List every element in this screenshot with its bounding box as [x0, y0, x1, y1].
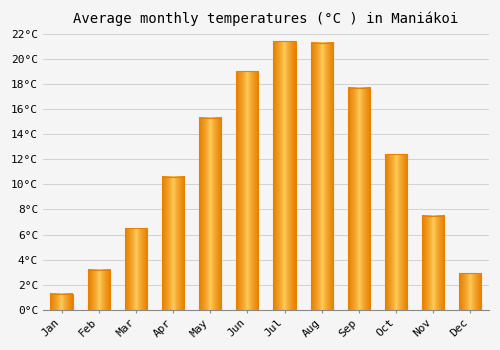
Title: Average monthly temperatures (°C ) in Maniákoi: Average monthly temperatures (°C ) in Ma…: [74, 11, 458, 26]
Bar: [199, 118, 222, 310]
Bar: [422, 216, 444, 310]
Bar: [348, 88, 370, 310]
Bar: [385, 154, 407, 310]
Bar: [236, 71, 258, 310]
Bar: [162, 177, 184, 310]
Bar: [310, 42, 333, 310]
Bar: [274, 41, 295, 310]
Bar: [88, 270, 110, 310]
Bar: [50, 294, 72, 310]
Bar: [459, 273, 481, 310]
Bar: [124, 228, 147, 310]
